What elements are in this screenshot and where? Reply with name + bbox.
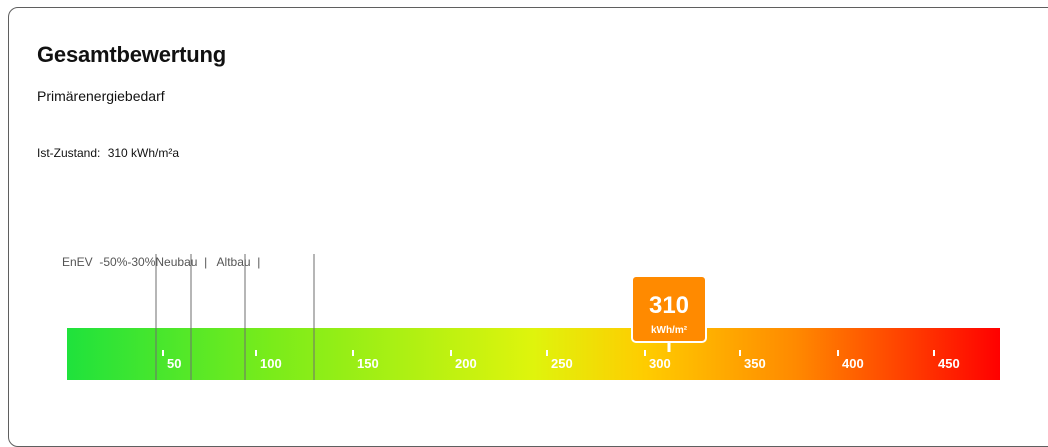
tick-label: 450 [938, 356, 960, 371]
marker-value: 310 [649, 292, 689, 319]
tick-label: 100 [260, 356, 282, 371]
current-status: Ist-Zustand: 310 kWh/m²a [37, 146, 179, 160]
energy-gauge-chart: EnEV -50%-30%Neubau | Altbau | 50 100 150 2… [62, 254, 1000, 380]
tick-label: 50 [167, 356, 181, 371]
scale-ticks: 50 100 150 200 250 300 350 400 450 [162, 350, 960, 371]
status-label: Ist-Zustand: [37, 146, 101, 160]
reference-lines [155, 254, 315, 380]
tick-label: 300 [649, 356, 671, 371]
tick-label: 400 [842, 356, 864, 371]
marker-unit: kWh/m² [651, 325, 688, 336]
tick-label: 250 [551, 356, 573, 371]
reference-line-labels: EnEV -50%-30%Neubau | Altbau | [62, 255, 260, 269]
page-subtitle: Primärenergiebedarf [37, 88, 165, 104]
current-value-marker: 310 kWh/m² [631, 275, 707, 352]
energy-scale-bar [67, 328, 1000, 380]
tick-label: 200 [455, 356, 477, 371]
tick-label: 350 [744, 356, 766, 371]
status-value: 310 kWh/m²a [107, 146, 180, 160]
page-title: Gesamtbewertung [37, 42, 226, 67]
tick-label: 150 [357, 356, 379, 371]
